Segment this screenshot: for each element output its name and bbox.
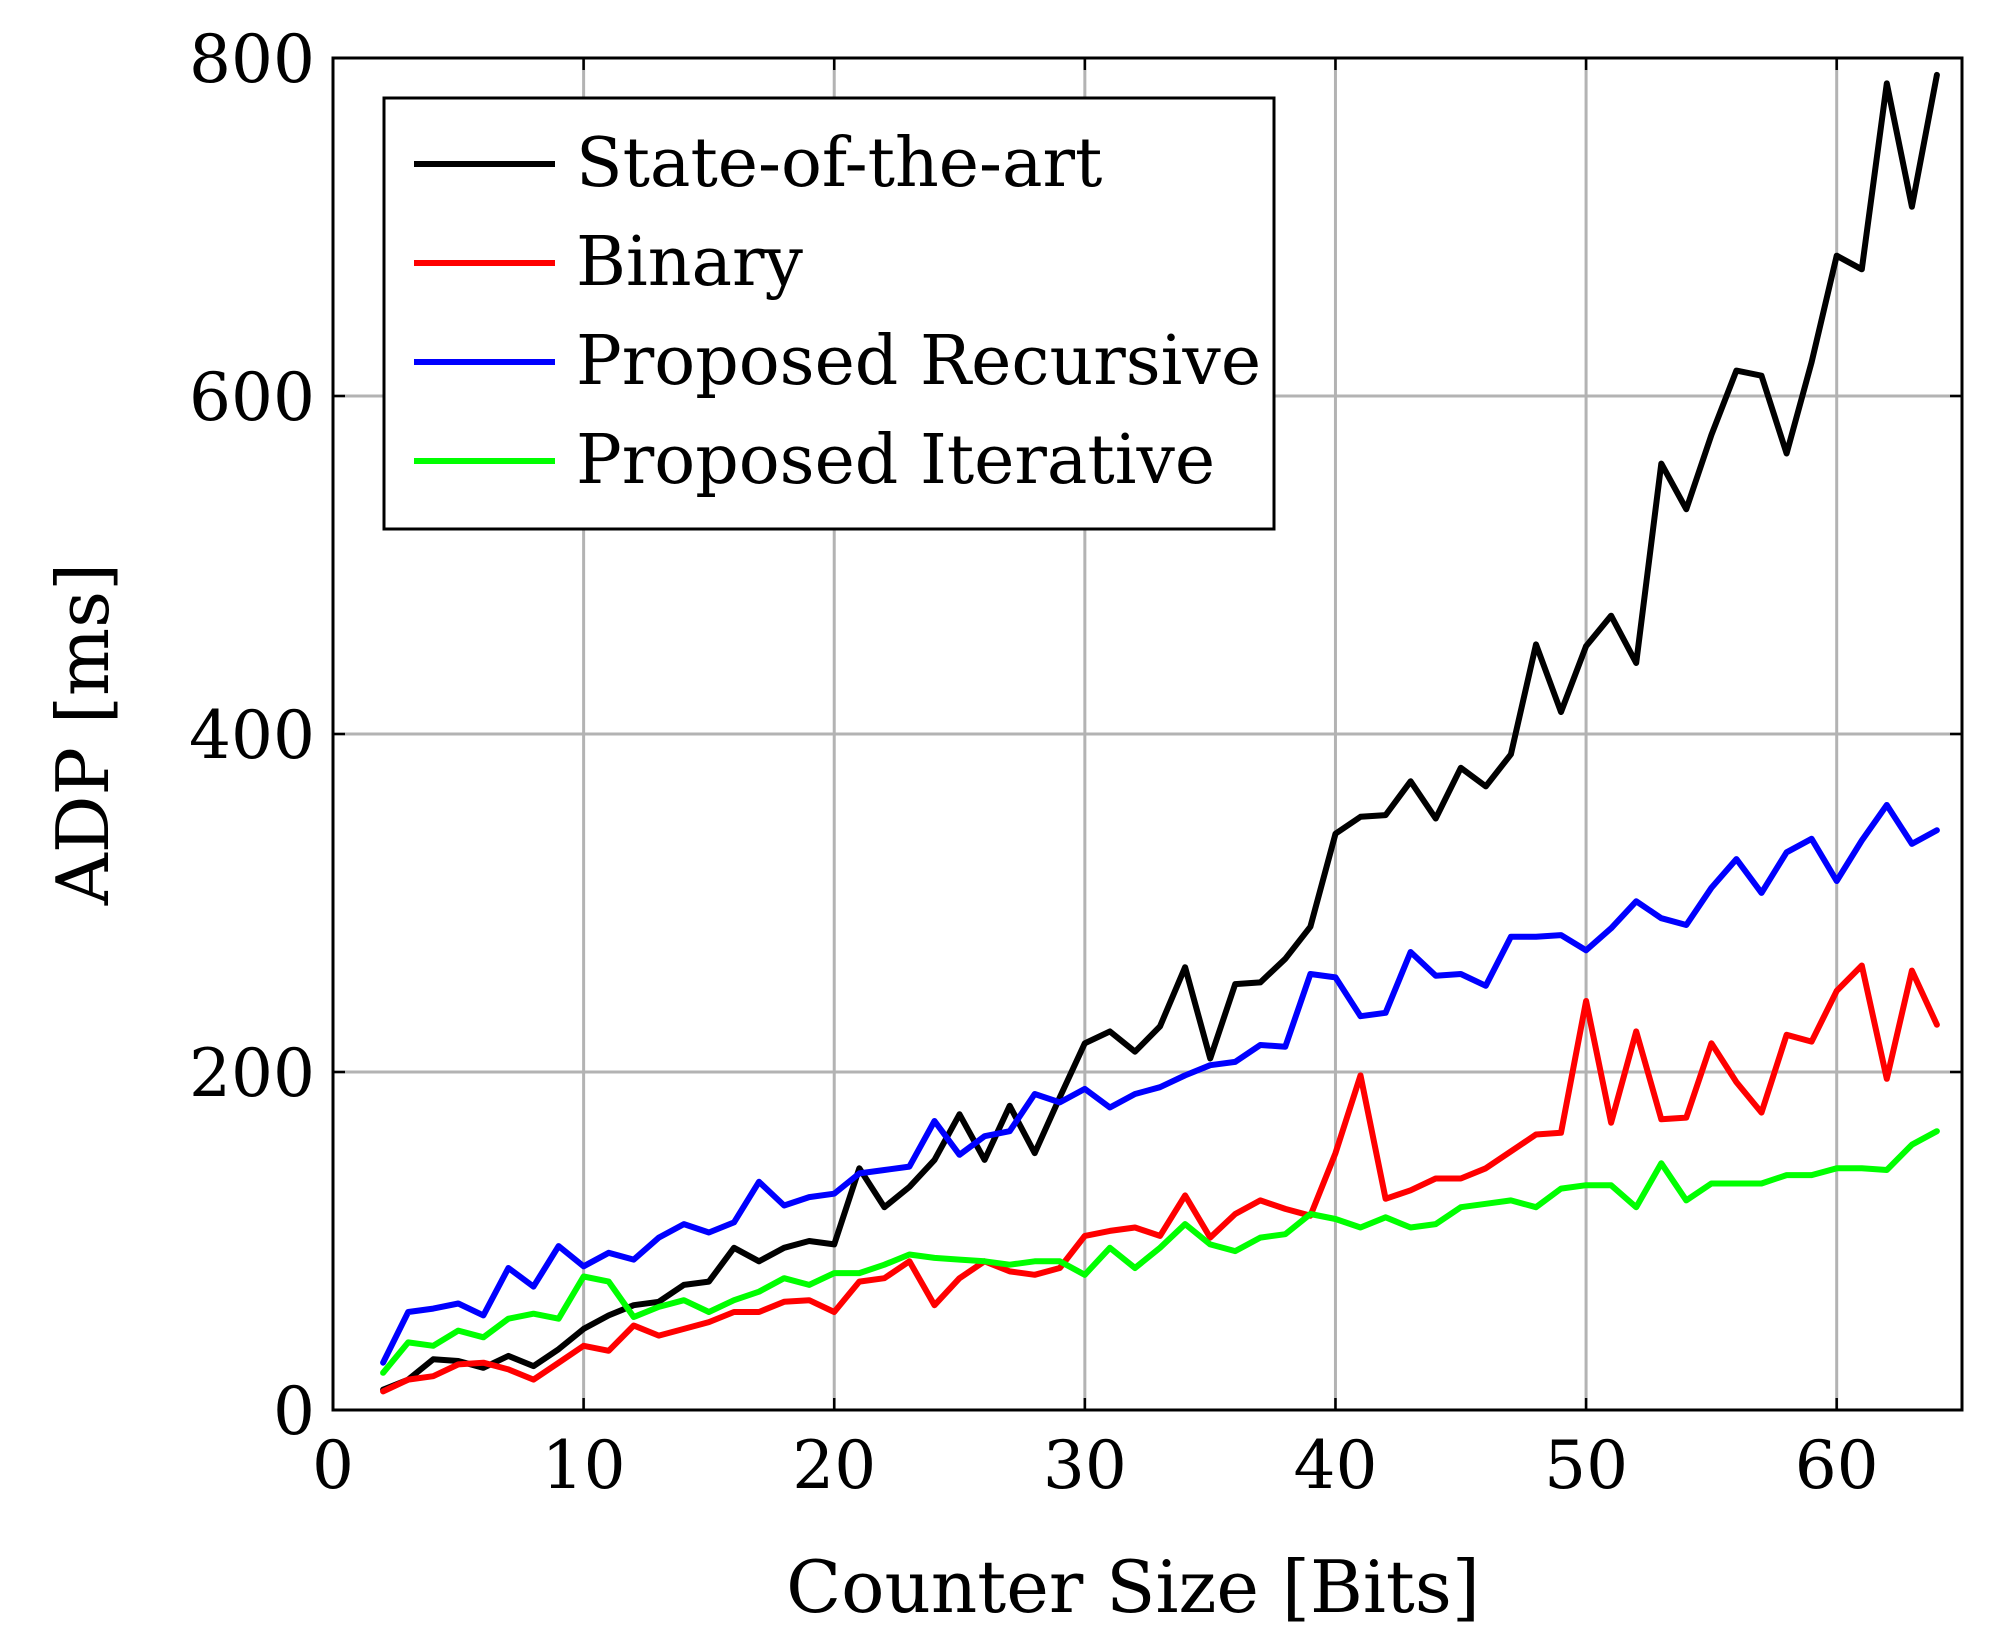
legend-label-proposed-recursive: Proposed Recursive <box>576 322 1261 401</box>
legend-box <box>382 96 1276 531</box>
x-tick-label: 0 <box>312 1427 354 1504</box>
y-tick-label: 0 <box>273 1373 315 1450</box>
x-tick-label: 60 <box>1795 1427 1879 1504</box>
y-tick-label: 400 <box>189 697 315 774</box>
axis-ticks <box>331 56 1962 1412</box>
x-tick-label: 10 <box>542 1427 626 1504</box>
y-tick-label: 800 <box>189 21 315 98</box>
legend: State-of-the-art Binary Proposed Recursive… <box>382 96 1276 531</box>
legend-label-proposed-iterative: Proposed Iterative <box>576 421 1215 500</box>
series-line-state-of-the-art <box>380 71 1940 1393</box>
y-axis-tick-labels: 0 200 400 600 800 <box>189 21 315 1450</box>
x-axis-title: Counter Size [Bits] <box>786 1545 1480 1629</box>
x-axis-tick-labels: 0 10 20 30 40 50 60 <box>312 1427 1879 1504</box>
series-line-binary <box>380 962 1940 1395</box>
series-lines <box>380 71 1940 1395</box>
legend-entries: State-of-the-art Binary Proposed Recursive… <box>414 124 1261 500</box>
series-line-proposed-iterative <box>380 1128 1940 1376</box>
x-tick-label: 20 <box>792 1427 876 1504</box>
x-tick-label: 40 <box>1293 1427 1377 1504</box>
x-tick-label: 50 <box>1544 1427 1628 1504</box>
x-tick-label: 30 <box>1043 1427 1127 1504</box>
y-tick-label: 600 <box>189 359 315 436</box>
series-line-proposed-recursive <box>380 802 1940 1366</box>
legend-label-binary: Binary <box>576 223 804 302</box>
y-axis-title: ADP [ms] <box>41 563 125 906</box>
y-tick-label: 200 <box>189 1035 315 1112</box>
legend-label-state-of-the-art: State-of-the-art <box>576 124 1102 203</box>
